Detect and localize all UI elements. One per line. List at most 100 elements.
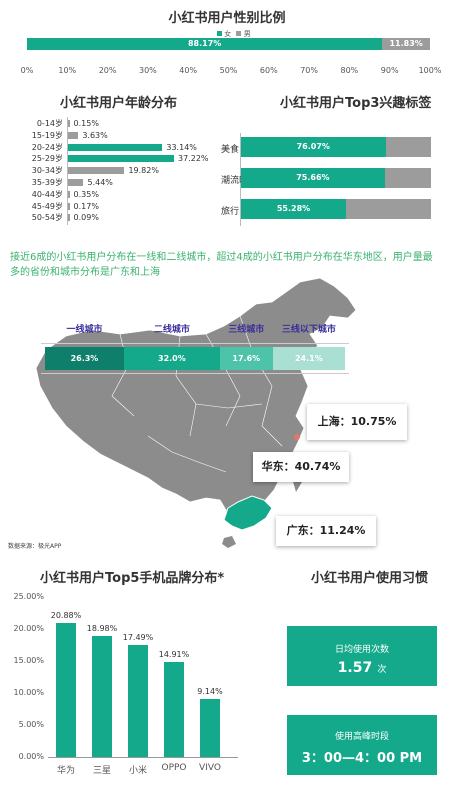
city-tier-label: 三线城市	[228, 325, 265, 335]
age-category-label: 30-34岁	[31, 166, 63, 176]
gender-tick: 90%	[380, 66, 399, 75]
gender-bar-male: 11.83%	[382, 38, 430, 50]
age-value-label: 37.22%	[178, 154, 209, 164]
age-bar	[68, 120, 70, 127]
age-bar	[68, 167, 125, 175]
city-tier-value: 24.1%	[294, 354, 323, 363]
daily-usage-card: 日均使用次数 1.57 次	[287, 626, 437, 686]
gender-tick: 80%	[340, 66, 359, 75]
gender-tick: 60%	[259, 66, 278, 75]
gender-title: 小红书用户性别比例	[168, 11, 286, 26]
legend-male-swatch	[236, 31, 242, 36]
gender-tick: 30%	[139, 66, 157, 75]
age-value-label: 0.35%	[73, 189, 99, 199]
interests-title: 小红书用户Top3兴趣标签	[280, 96, 432, 111]
brand-bar	[92, 635, 112, 757]
map-region-lines	[111, 315, 283, 473]
brand-bar	[200, 698, 220, 757]
age-bar	[68, 131, 79, 139]
age-value-label: 33.14%	[166, 142, 197, 152]
interest-axis-line	[240, 133, 241, 226]
map-shape	[35, 277, 357, 519]
interest-category-label: 美食	[221, 145, 240, 155]
brand-y-tick: 15.00%	[13, 656, 44, 665]
legend-female-swatch	[217, 31, 222, 36]
interest-category-label: 旅行	[221, 207, 240, 217]
age-bar	[68, 155, 174, 163]
brand-category-label: OPPO	[161, 763, 187, 773]
brand-y-tick: 25.00%	[13, 592, 44, 601]
age-category-label: 25-29岁	[31, 154, 63, 164]
city-tier-label: 三线以下城市	[281, 325, 336, 335]
daily-usage-unit: 次	[377, 665, 387, 675]
gender-tick: 10%	[58, 66, 77, 75]
gender-tick: 0%	[20, 66, 34, 75]
brand-bar	[128, 645, 148, 757]
gender-tick: 20%	[98, 66, 117, 75]
city-tier-segment: 26.3%	[45, 347, 124, 370]
city-tier-segment: 24.1%	[272, 347, 345, 370]
age-axis-line	[67, 117, 68, 226]
gender-bar-female: 88.17%	[27, 38, 383, 50]
interest-bar: 55.28%	[241, 199, 347, 219]
interest-value-label: 75.66%	[296, 173, 330, 182]
legend-male-label: 男	[243, 30, 251, 38]
hainan-island	[222, 536, 236, 548]
gender-tick: 40%	[179, 66, 198, 75]
city-tier-value: 32.0%	[158, 354, 186, 363]
peak-time-value: 3：00—4：00 PM	[301, 751, 423, 766]
brand-y-tick: 5.00%	[18, 720, 44, 729]
age-category-label: 50-54岁	[31, 213, 63, 223]
legend-female-label: 女	[224, 30, 232, 38]
interest-category-label: 潮流时尚	[221, 176, 258, 186]
city-tier-value: 26.3%	[70, 354, 99, 363]
age-bar	[68, 202, 70, 210]
daily-usage-value: 1.57	[337, 660, 373, 676]
age-category-label: 45-49岁	[31, 201, 63, 211]
brand-category-label: 华为	[56, 766, 75, 776]
age-category-label: 0-14岁	[36, 119, 63, 128]
region-description: 接近6成的小红书用户分布在一线和二线城市，超过4成的小红书用户分布在华东地区，用…	[10, 252, 433, 278]
peak-time-label: 使用高峰时段	[334, 732, 389, 742]
shanghai-marker	[294, 434, 300, 440]
age-title: 小红书用户年龄分布	[60, 96, 178, 111]
interest-bar: 76.07%	[241, 137, 386, 157]
guangdong-region	[223, 495, 273, 531]
age-value-label: 0.15%	[73, 119, 99, 128]
peak-time-card: 使用高峰时段 3：00—4：00 PM	[287, 715, 437, 775]
gender-legend: 女 男	[217, 29, 251, 39]
data-source: 数据来源：极光APP	[8, 543, 62, 550]
interest-bar: 75.66%	[241, 168, 385, 188]
daily-usage-label: 日均使用次数	[334, 645, 389, 655]
gender-tick: 70%	[300, 66, 318, 75]
city-tier-label: 一线城市	[66, 325, 103, 335]
age-category-label: 20-24岁	[31, 142, 63, 152]
gender-tick: 50%	[219, 66, 238, 75]
gender-bar: 88.17% 11.83%	[27, 38, 430, 50]
age-value-label: 0.17%	[73, 201, 99, 211]
shanghai-callout: 上海：10.75%	[307, 404, 407, 440]
age-value-label: 5.44%	[87, 178, 113, 187]
brand-y-tick: 0.00%	[18, 752, 44, 761]
brands-title: 小红书用户Top5手机品牌分布*	[40, 571, 225, 586]
city-tier-value: 17.6%	[232, 354, 261, 363]
interest-value-label: 76.07%	[296, 142, 330, 151]
city-tier-segment: 32.0%	[123, 347, 220, 370]
brand-y-tick: 10.00%	[13, 688, 44, 697]
gender-male-label: 11.83%	[389, 39, 423, 48]
brand-baseline	[48, 757, 238, 758]
habits-title: 小红书用户使用习惯	[311, 571, 429, 586]
interest-value-label: 55.28%	[276, 204, 311, 213]
age-category-label: 15-19岁	[31, 130, 63, 140]
brand-bar	[164, 661, 184, 757]
brand-value-label: 20.88%	[50, 611, 82, 621]
tier-bar-frame	[41, 343, 349, 374]
age-category-label: 40-44岁	[31, 189, 63, 199]
city-tier-segment: 17.6%	[219, 347, 273, 370]
age-value-label: 0.09%	[73, 213, 99, 223]
brand-value-label: 9.14%	[197, 686, 223, 696]
age-bar	[68, 179, 84, 186]
age-value-label: 3.63%	[82, 130, 108, 140]
age-category-label: 35-39岁	[31, 178, 63, 187]
guangdong-callout: 广东：11.24%	[276, 516, 376, 546]
